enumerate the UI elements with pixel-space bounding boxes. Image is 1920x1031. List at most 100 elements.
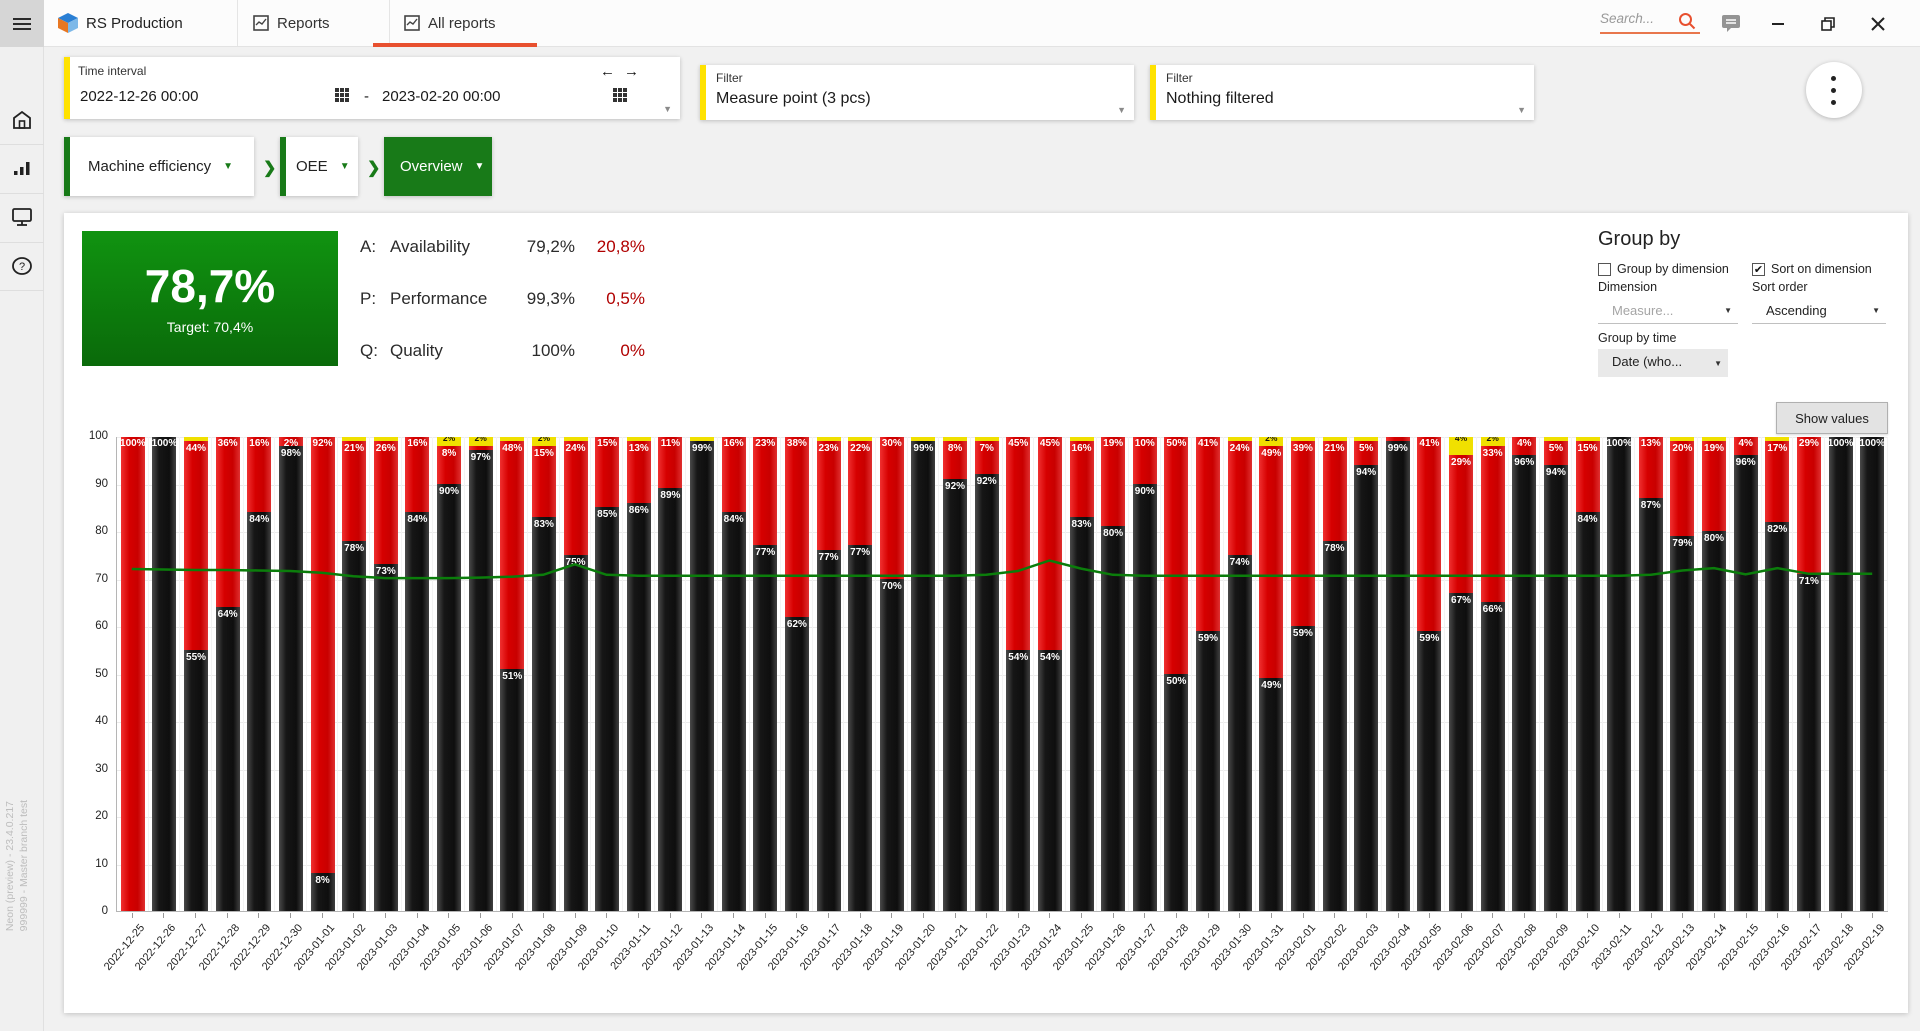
sidebar-item-screens[interactable] bbox=[0, 197, 44, 237]
show-values-button[interactable]: Show values bbox=[1776, 402, 1888, 434]
chart-bar[interactable]: 92% 8% bbox=[310, 437, 335, 911]
checkbox-unchecked-icon[interactable] bbox=[1598, 262, 1611, 276]
chart-bar[interactable]: 7% 92% bbox=[974, 437, 999, 911]
chart-bar[interactable]: 2% 8% 90% bbox=[437, 437, 462, 911]
search-icon[interactable] bbox=[1678, 12, 1696, 30]
sidebar-item-statistics[interactable] bbox=[0, 148, 44, 188]
checkbox-checked-icon[interactable]: ✔ bbox=[1752, 262, 1765, 276]
chevron-down-icon[interactable]: ▼ bbox=[663, 104, 672, 114]
chart-bar[interactable]: 2% 98% bbox=[278, 437, 303, 911]
sidebar-item-home[interactable] bbox=[0, 100, 44, 140]
chart-bar[interactable]: 99% bbox=[911, 437, 936, 911]
chart-bar[interactable]: 26% 73% bbox=[373, 437, 398, 911]
chart-bar[interactable]: 4% 96% bbox=[1733, 437, 1758, 911]
chart-bar[interactable]: 16% 84% bbox=[247, 437, 272, 911]
chart-bar[interactable]: 36% 64% bbox=[215, 437, 240, 911]
black-segment-label: 54% bbox=[1008, 651, 1029, 663]
dimension-dropdown[interactable]: Measure... ▼ bbox=[1598, 298, 1738, 324]
chart-bar[interactable]: 10% 90% bbox=[1132, 437, 1157, 911]
chart-bar[interactable]: 5% 94% bbox=[1354, 437, 1379, 911]
restore-button[interactable] bbox=[1818, 14, 1838, 34]
chart-bar[interactable]: 29% 71% bbox=[1796, 437, 1821, 911]
nothing-filtered-panel[interactable]: Filter Nothing filtered ▼ bbox=[1150, 65, 1534, 120]
measure-point-filter-panel[interactable]: Filter Measure point (3 pcs) ▼ bbox=[700, 65, 1134, 120]
chat-icon[interactable] bbox=[1720, 12, 1742, 34]
chart-bar[interactable]: 48% 51% bbox=[500, 437, 525, 911]
chart-bar[interactable]: 21% 78% bbox=[1322, 437, 1347, 911]
chart-bar[interactable]: 5% 94% bbox=[1543, 437, 1568, 911]
chart-bar[interactable]: 23% 77% bbox=[753, 437, 778, 911]
sort-on-dimension-checkbox[interactable]: ✔ Sort on dimension bbox=[1752, 262, 1872, 276]
breadcrumb-overview[interactable]: Overview ▼ bbox=[384, 137, 492, 196]
minimize-button[interactable] bbox=[1768, 14, 1788, 34]
chart-bar[interactable]: 41% 59% bbox=[1417, 437, 1442, 911]
group-by-time-dropdown[interactable]: Date (who... ▼ bbox=[1598, 349, 1728, 377]
chart-bar[interactable]: 16% 84% bbox=[405, 437, 430, 911]
breadcrumb-machine-efficiency[interactable]: Machine efficiency ▼ bbox=[64, 137, 254, 196]
chevron-down-icon[interactable]: ▼ bbox=[1117, 105, 1126, 115]
chart-bar[interactable]: 22% 77% bbox=[848, 437, 873, 911]
calendar-icon[interactable] bbox=[334, 87, 350, 103]
search-input[interactable] bbox=[1600, 11, 1692, 26]
chart-bar[interactable]: 41% 59% bbox=[1196, 437, 1221, 911]
chart-bar[interactable]: 24% 75% bbox=[563, 437, 588, 911]
chart-bar[interactable]: 100% bbox=[152, 437, 177, 911]
chart-bar[interactable]: 38% 62% bbox=[784, 437, 809, 911]
chart-bar[interactable]: 16% 84% bbox=[721, 437, 746, 911]
tab-reports[interactable]: Reports bbox=[277, 15, 330, 32]
time-interval-panel[interactable]: Time interval 2022-12-26 00:00 - 2023-02… bbox=[64, 57, 680, 119]
chart-bar[interactable]: 100% bbox=[120, 437, 146, 911]
close-button[interactable] bbox=[1868, 14, 1888, 34]
chart-bar[interactable]: 2% 33% 66% bbox=[1480, 437, 1505, 911]
chart-bar[interactable]: 13% 87% bbox=[1638, 437, 1663, 911]
chart-bar[interactable]: 15% 84% bbox=[1575, 437, 1600, 911]
chart-bar[interactable]: 100% bbox=[1606, 437, 1632, 911]
chart-bar[interactable]: 2% 49% 49% bbox=[1259, 437, 1284, 911]
previous-interval-arrow[interactable]: ← bbox=[600, 63, 615, 80]
chart-bar[interactable]: 19% 80% bbox=[1101, 437, 1126, 911]
chart-bar[interactable]: 100% bbox=[1828, 437, 1853, 911]
calendar-icon[interactable] bbox=[612, 87, 628, 103]
chart-bar[interactable]: 8% 92% bbox=[943, 437, 968, 911]
chart-bar[interactable]: 11% 89% bbox=[658, 437, 683, 911]
chart-bar[interactable]: 21% 78% bbox=[342, 437, 367, 911]
apq-label: Performance bbox=[390, 289, 488, 308]
chart-bar[interactable]: 24% 74% bbox=[1227, 437, 1252, 911]
chart-bar[interactable]: 44% 55% bbox=[184, 437, 209, 911]
chart-bar[interactable]: 45% 54% bbox=[1006, 437, 1031, 911]
black-segment-label: 77% bbox=[850, 547, 871, 559]
chart-bar[interactable]: 16% 83% bbox=[1069, 437, 1094, 911]
measure-point-value[interactable]: Measure point (3 pcs) bbox=[716, 90, 871, 107]
end-date-value[interactable]: 2023-02-20 00:00 bbox=[382, 88, 501, 105]
chart-bar[interactable]: 50% 50% bbox=[1164, 437, 1189, 911]
chart-bar[interactable]: 15% 85% bbox=[595, 437, 620, 911]
breadcrumb-oee[interactable]: OEE ▼ bbox=[280, 137, 358, 196]
yellow-accent-bar bbox=[64, 57, 70, 119]
search-field[interactable] bbox=[1600, 10, 1700, 34]
chart-bar[interactable]: 39% 59% bbox=[1290, 437, 1315, 911]
hamburger-menu-button[interactable] bbox=[0, 0, 44, 47]
chart-bar[interactable]: 2% 97% bbox=[468, 437, 493, 911]
chart-bar[interactable]: 2% 15% 83% bbox=[531, 437, 556, 911]
chart-bar[interactable]: 20% 79% bbox=[1670, 437, 1695, 911]
chart-bar[interactable]: 99% bbox=[1385, 437, 1410, 911]
start-date-value[interactable]: 2022-12-26 00:00 bbox=[80, 88, 199, 105]
chevron-down-icon[interactable]: ▼ bbox=[1517, 105, 1526, 115]
chart-bar[interactable]: 19% 80% bbox=[1702, 437, 1727, 911]
chart-bar[interactable]: 100% bbox=[1859, 437, 1885, 911]
next-interval-arrow[interactable]: → bbox=[624, 63, 639, 80]
chart-bar[interactable]: 4% 96% bbox=[1512, 437, 1537, 911]
chart-bar[interactable]: 30% 70% bbox=[879, 437, 904, 911]
chart-bar[interactable]: 17% 82% bbox=[1765, 437, 1790, 911]
more-options-button[interactable] bbox=[1806, 62, 1862, 118]
tab-all-reports[interactable]: All reports bbox=[428, 15, 496, 32]
chart-bar[interactable]: 45% 54% bbox=[1037, 437, 1062, 911]
sidebar-item-help[interactable]: ? bbox=[0, 246, 44, 286]
sort-order-dropdown[interactable]: Ascending ▼ bbox=[1752, 298, 1886, 324]
chart-bar[interactable]: 23% 77% bbox=[816, 437, 841, 911]
chart-bar[interactable]: 13% 86% bbox=[626, 437, 651, 911]
nothing-filtered-value[interactable]: Nothing filtered bbox=[1166, 90, 1274, 107]
group-by-dimension-checkbox[interactable]: Group by dimension bbox=[1598, 262, 1729, 276]
chart-bar[interactable]: 4% 29% 67% bbox=[1449, 437, 1474, 911]
chart-bar[interactable]: 99% bbox=[690, 437, 715, 911]
